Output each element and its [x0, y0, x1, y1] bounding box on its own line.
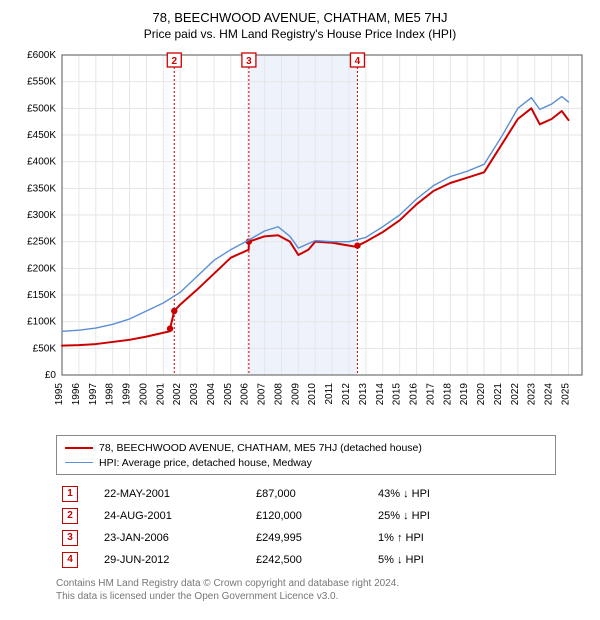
svg-text:£500K: £500K	[27, 103, 56, 114]
svg-text:2000: 2000	[138, 383, 149, 406]
sale-row: 224-AUG-2001£120,00025% ↓ HPI	[56, 505, 556, 527]
svg-text:£600K: £600K	[27, 50, 56, 61]
sale-price: £249,995	[250, 527, 372, 549]
legend-row: HPI: Average price, detached house, Medw…	[65, 455, 547, 470]
sale-price: £242,500	[250, 549, 372, 571]
svg-text:£550K: £550K	[27, 77, 56, 88]
svg-text:2002: 2002	[172, 383, 183, 406]
svg-text:2008: 2008	[273, 383, 284, 406]
svg-text:1999: 1999	[122, 383, 133, 406]
svg-text:2: 2	[171, 56, 177, 67]
sale-price: £120,000	[250, 505, 372, 527]
svg-text:1995: 1995	[54, 383, 65, 406]
svg-text:2007: 2007	[257, 383, 268, 406]
titles: 78, BEECHWOOD AVENUE, CHATHAM, ME5 7HJ P…	[10, 10, 590, 41]
svg-text:2018: 2018	[442, 383, 453, 406]
sale-row: 122-MAY-2001£87,00043% ↓ HPI	[56, 483, 556, 505]
svg-text:£250K: £250K	[27, 237, 56, 248]
legend-row: 78, BEECHWOOD AVENUE, CHATHAM, ME5 7HJ (…	[65, 440, 547, 455]
svg-text:2021: 2021	[493, 383, 504, 406]
svg-text:2011: 2011	[324, 383, 335, 405]
svg-text:2012: 2012	[341, 383, 352, 406]
svg-text:£400K: £400K	[27, 157, 56, 168]
chart-container: 78, BEECHWOOD AVENUE, CHATHAM, ME5 7HJ P…	[0, 0, 600, 613]
footnote-line-2: This data is licensed under the Open Gov…	[56, 591, 338, 602]
sale-delta: 25% ↓ HPI	[372, 505, 556, 527]
svg-text:2005: 2005	[223, 383, 234, 406]
svg-text:2010: 2010	[307, 383, 318, 406]
sale-marker: 4	[56, 549, 98, 571]
chart-area: £0 £50K £100K £150K £200K £250K £300K £350K £400…	[10, 47, 590, 427]
svg-text:£450K: £450K	[27, 130, 56, 141]
sale-marker: 2	[56, 505, 98, 527]
sales-table: 122-MAY-2001£87,00043% ↓ HPI224-AUG-2001…	[56, 483, 556, 571]
sale-row: 429-JUN-2012£242,5005% ↓ HPI	[56, 549, 556, 571]
svg-text:£100K: £100K	[27, 317, 56, 328]
svg-text:2023: 2023	[527, 383, 538, 406]
legend-box: 78, BEECHWOOD AVENUE, CHATHAM, ME5 7HJ (…	[56, 435, 556, 475]
sale-date: 29-JUN-2012	[98, 549, 250, 571]
sale-delta: 5% ↓ HPI	[372, 549, 556, 571]
svg-text:2014: 2014	[375, 383, 386, 406]
footnote-line-1: Contains HM Land Registry data © Crown c…	[56, 578, 399, 589]
svg-text:3: 3	[246, 56, 252, 67]
svg-text:2019: 2019	[459, 383, 470, 406]
svg-text:2013: 2013	[358, 383, 369, 406]
legend-swatch	[65, 462, 93, 463]
svg-text:2022: 2022	[510, 383, 521, 406]
svg-text:2024: 2024	[544, 383, 555, 406]
svg-text:2001: 2001	[155, 383, 166, 406]
legend-swatch	[65, 447, 93, 449]
svg-text:2006: 2006	[240, 383, 251, 406]
svg-text:2009: 2009	[290, 383, 301, 406]
svg-text:1997: 1997	[88, 383, 99, 406]
svg-text:£300K: £300K	[27, 210, 56, 221]
svg-text:1998: 1998	[105, 383, 116, 406]
svg-text:1996: 1996	[71, 383, 82, 406]
svg-text:4: 4	[355, 56, 361, 67]
svg-text:£0: £0	[45, 370, 57, 381]
line-chart-svg: £0 £50K £100K £150K £200K £250K £300K £350K £400…	[10, 47, 590, 427]
sale-delta: 43% ↓ HPI	[372, 483, 556, 505]
svg-text:2004: 2004	[206, 383, 217, 406]
svg-text:2016: 2016	[409, 383, 420, 406]
chart-subtitle: Price paid vs. HM Land Registry's House …	[10, 27, 590, 41]
sale-marker: 1	[56, 483, 98, 505]
sale-date: 22-MAY-2001	[98, 483, 250, 505]
chart-title: 78, BEECHWOOD AVENUE, CHATHAM, ME5 7HJ	[10, 10, 590, 25]
sale-price: £87,000	[250, 483, 372, 505]
svg-text:£50K: £50K	[33, 343, 57, 354]
footnote: Contains HM Land Registry data © Crown c…	[56, 577, 556, 603]
sale-date: 24-AUG-2001	[98, 505, 250, 527]
sale-row: 323-JAN-2006£249,9951% ↑ HPI	[56, 527, 556, 549]
svg-text:£150K: £150K	[27, 290, 56, 301]
svg-text:2020: 2020	[476, 383, 487, 406]
svg-text:£350K: £350K	[27, 183, 56, 194]
svg-text:£200K: £200K	[27, 263, 56, 274]
svg-text:2003: 2003	[189, 383, 200, 406]
svg-text:2025: 2025	[560, 383, 571, 406]
svg-text:2017: 2017	[425, 383, 436, 406]
svg-text:2015: 2015	[392, 383, 403, 406]
legend-label: HPI: Average price, detached house, Medw…	[99, 457, 312, 469]
legend-label: 78, BEECHWOOD AVENUE, CHATHAM, ME5 7HJ (…	[99, 442, 422, 454]
sale-date: 23-JAN-2006	[98, 527, 250, 549]
sale-delta: 1% ↑ HPI	[372, 527, 556, 549]
sale-marker: 3	[56, 527, 98, 549]
